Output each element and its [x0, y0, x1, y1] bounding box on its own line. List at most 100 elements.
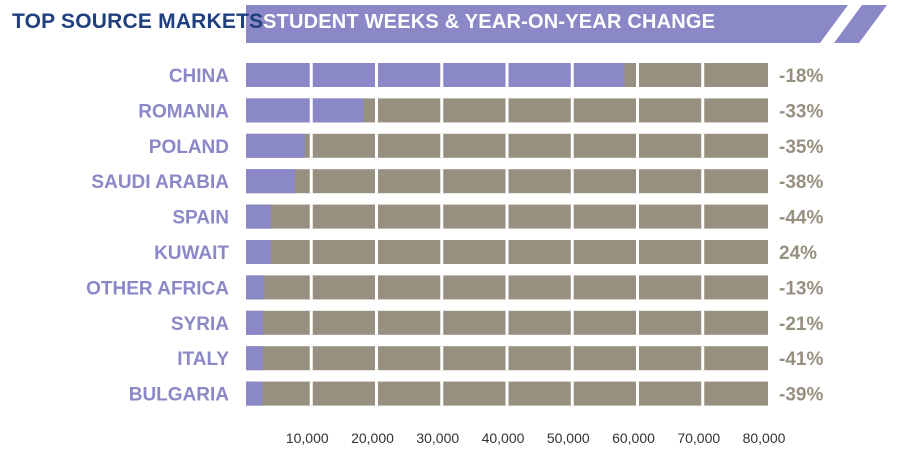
- grid-separator: [309, 204, 313, 229]
- grid-separator: [440, 310, 444, 335]
- category-label: OTHER AFRICA: [86, 278, 229, 299]
- grid-separator: [440, 240, 444, 264]
- chart-title: STUDENT WEEKS & YEAR-ON-YEAR CHANGE: [263, 11, 716, 33]
- x-tick-label: 10,000: [286, 430, 329, 446]
- grid-separator: [570, 63, 574, 87]
- grid-separator: [309, 310, 313, 335]
- change-label: -33%: [779, 101, 823, 122]
- bar-row: KUWAIT 24%: [154, 240, 817, 264]
- grid-separator: [375, 381, 378, 406]
- grid-separator: [309, 381, 313, 406]
- grid-separator: [375, 240, 378, 264]
- grid-separator: [375, 275, 378, 300]
- category-label: SAUDI ARABIA: [91, 172, 229, 193]
- grid-separator: [636, 204, 639, 229]
- grid-separator: [505, 346, 509, 371]
- grid-separator: [375, 310, 378, 335]
- change-label: -18%: [779, 66, 823, 87]
- grid-separator: [570, 169, 574, 194]
- grid-separator: [636, 63, 639, 87]
- grid-separator: [570, 275, 574, 300]
- grid-separator: [636, 240, 639, 264]
- grid-separator: [701, 63, 705, 87]
- grid-separator: [505, 240, 509, 264]
- change-label: -44%: [779, 208, 823, 229]
- grid-separator: [636, 98, 639, 123]
- grid-separator: [505, 98, 509, 123]
- grid-separator: [636, 133, 639, 158]
- grid-separator: [701, 346, 705, 371]
- grid-separator: [375, 169, 378, 194]
- grid-separator: [505, 63, 509, 87]
- bar-row: SYRIA -21%: [171, 310, 823, 335]
- grid-separator: [636, 275, 639, 300]
- x-tick-label: 50,000: [547, 430, 590, 446]
- grid-separator: [701, 169, 705, 194]
- grid-separator: [636, 310, 639, 335]
- grid-separator: [505, 310, 509, 335]
- grid-separator: [570, 346, 574, 371]
- bar-row: OTHER AFRICA -13%: [86, 275, 823, 300]
- grid-separator: [440, 381, 444, 406]
- x-tick-label: 70,000: [677, 430, 720, 446]
- grid-separator: [505, 204, 509, 229]
- bar-row: ROMANIA -33%: [138, 98, 823, 123]
- grid-separator: [570, 204, 574, 229]
- grid-separator: [636, 346, 639, 371]
- bar-row: ITALY -41%: [177, 346, 823, 371]
- grid-separator: [440, 133, 444, 158]
- x-tick-label: 40,000: [482, 430, 525, 446]
- banner-stripe: [834, 5, 887, 43]
- grid-separator: [375, 98, 378, 123]
- bar-row: CHINA -18%: [169, 63, 823, 87]
- grid-separator: [309, 169, 313, 194]
- bar: [246, 381, 263, 406]
- grid-separator: [309, 63, 313, 87]
- grid-separator: [375, 133, 378, 158]
- grid-separator: [701, 381, 705, 406]
- category-label: SYRIA: [171, 314, 229, 335]
- grid-separator: [440, 98, 444, 123]
- change-label: -21%: [779, 314, 823, 335]
- grid-separator: [570, 133, 574, 158]
- grid-separator: [636, 169, 639, 194]
- grid-separator: [505, 381, 509, 406]
- category-label: KUWAIT: [154, 243, 229, 264]
- grid-separator: [570, 310, 574, 335]
- change-label: -35%: [779, 137, 823, 158]
- grid-separator: [505, 133, 509, 158]
- grid-separator: [701, 98, 705, 123]
- bar-row: SPAIN -44%: [172, 204, 823, 229]
- category-label: SPAIN: [172, 208, 229, 229]
- x-tick-label: 20,000: [351, 430, 394, 446]
- x-axis-ticks: 10,000 20,000 30,000 40,000 50,000 60,000 70,0…: [286, 430, 786, 446]
- change-label: -38%: [779, 172, 823, 193]
- grid-separator: [636, 381, 639, 406]
- x-tick-label: 60,000: [612, 430, 655, 446]
- change-label: -13%: [779, 278, 823, 299]
- bar: [246, 275, 265, 300]
- grid-separator: [701, 310, 705, 335]
- grid-separator: [375, 204, 378, 229]
- grid-separator: [440, 63, 444, 87]
- grid-separator: [701, 275, 705, 300]
- grid-separator: [440, 204, 444, 229]
- x-tick-label: 80,000: [743, 430, 786, 446]
- bar: [246, 133, 305, 158]
- grid-separator: [701, 204, 705, 229]
- grid-separator: [309, 240, 313, 264]
- bar: [246, 204, 271, 229]
- grid-separator: [375, 346, 378, 371]
- change-label: -41%: [779, 349, 823, 370]
- grid-separator: [309, 346, 313, 371]
- category-label: ROMANIA: [138, 101, 229, 122]
- grid-separator: [505, 169, 509, 194]
- change-label: 24%: [779, 243, 817, 264]
- grid-separator: [309, 98, 313, 123]
- x-tick-label: 30,000: [416, 430, 459, 446]
- bar: [246, 169, 295, 194]
- grid-separator: [570, 381, 574, 406]
- bar: [246, 310, 263, 335]
- grid-separator: [440, 275, 444, 300]
